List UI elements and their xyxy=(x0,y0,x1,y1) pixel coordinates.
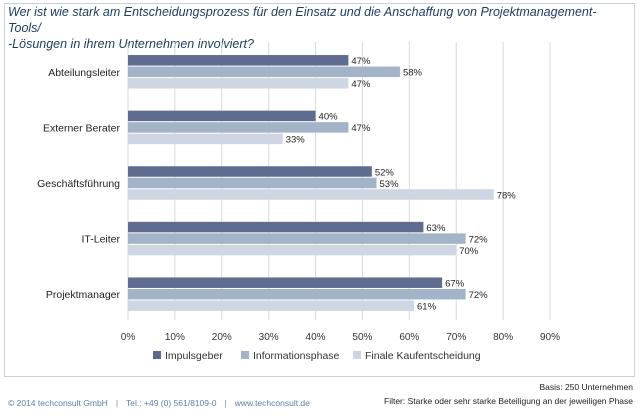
legend-swatch xyxy=(241,351,249,359)
legend-item: Informationsphase xyxy=(253,350,340,362)
bar-impulsgeber xyxy=(128,110,316,122)
data-label: 40% xyxy=(319,112,339,123)
footer-phone: Tel.: +49 (0) 561/8109-0 xyxy=(126,398,217,408)
x-tick-label: 30% xyxy=(259,332,279,343)
data-label: 53% xyxy=(380,179,400,190)
x-tick-label: 90% xyxy=(540,332,560,343)
data-label: 72% xyxy=(469,290,489,301)
data-label: 47% xyxy=(351,79,371,90)
bar-informationsphase xyxy=(128,66,400,78)
footer-contact: © 2014 techconsult GmbH | Tel.: +49 (0) 56… xyxy=(8,398,310,408)
bar-impulsgeber xyxy=(128,277,443,288)
data-label: 47% xyxy=(351,123,371,134)
legend-swatch xyxy=(153,351,161,359)
data-label: 63% xyxy=(426,223,446,234)
chart-title-line-2: -Lösungen in ihrem Unternehmen involvier… xyxy=(8,37,254,51)
x-tick-label: 70% xyxy=(446,332,466,343)
legend-item: Finale Kaufentscheidung xyxy=(365,350,481,362)
data-label: 61% xyxy=(417,301,437,312)
legend-swatch xyxy=(353,351,361,359)
bar-informationsphase xyxy=(128,233,466,244)
bar-chart: 0% 10% 20% 30% 40% 50% 60% 70% 80% 90% Abteilungsl… xyxy=(37,42,560,362)
category-label: IT-Leiter xyxy=(81,234,120,246)
legend-item: Impulsgeber xyxy=(165,350,223,362)
category-label: Abteilungsleiter xyxy=(48,67,120,79)
bar-finale-kaufentscheidung xyxy=(128,244,457,256)
bar-finale-kaufentscheidung xyxy=(128,133,283,145)
data-label: 72% xyxy=(469,234,489,245)
footer-filter: Filter: Starke oder sehr starke Beteilig… xyxy=(384,396,633,406)
bar-informationsphase xyxy=(128,122,349,133)
x-tick-label: 80% xyxy=(493,332,513,343)
chart-title: Wer ist wie stark am Entscheidungsprozes… xyxy=(8,4,628,52)
chart-title-line-1: Wer ist wie stark am Entscheidungsprozes… xyxy=(8,5,597,35)
bar-finale-kaufentscheidung xyxy=(128,300,415,311)
x-tick-label: 60% xyxy=(399,332,419,343)
bar-impulsgeber xyxy=(128,166,372,177)
category-label: Projektmanager xyxy=(46,289,121,301)
x-tick-label: 40% xyxy=(306,332,326,343)
bar-finale-kaufentscheidung xyxy=(128,189,494,200)
data-label: 70% xyxy=(459,246,479,257)
data-label: 58% xyxy=(403,68,423,79)
footer-basis: Basis: 250 Unternehmen xyxy=(539,382,633,392)
data-label: 33% xyxy=(286,135,306,146)
bar-finale-kaufentscheidung xyxy=(128,78,349,89)
bar-impulsgeber xyxy=(128,221,424,233)
data-label: 47% xyxy=(351,56,371,67)
x-tick-label: 0% xyxy=(121,332,136,343)
bar-informationsphase xyxy=(128,288,466,300)
x-tick-label: 20% xyxy=(212,332,232,343)
category-label: Externer Berater xyxy=(43,122,121,134)
data-label: 52% xyxy=(375,167,395,178)
data-label: 78% xyxy=(497,190,517,201)
footer-website[interactable]: www.techconsult.de xyxy=(234,398,310,408)
bar-informationsphase xyxy=(128,177,377,189)
data-label: 67% xyxy=(445,278,465,289)
x-tick-label: 50% xyxy=(352,332,372,343)
category-label: Geschäftsführung xyxy=(37,178,120,190)
bar-impulsgeber xyxy=(128,55,349,66)
footer-copyright: © 2014 techconsult GmbH xyxy=(8,398,108,408)
x-tick-label: 10% xyxy=(165,332,185,343)
